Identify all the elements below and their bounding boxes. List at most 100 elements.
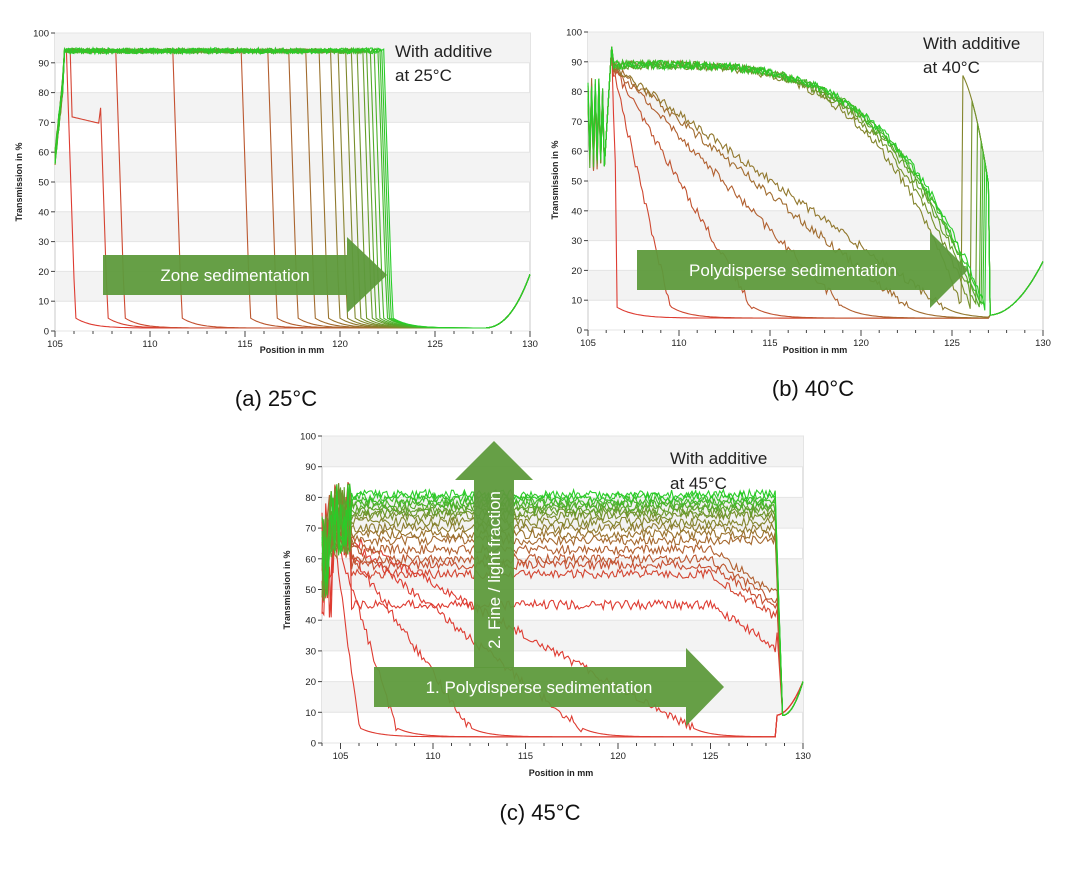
y-tick-label: 70	[38, 118, 49, 129]
grid-band	[55, 92, 530, 123]
y-tick-label: 20	[571, 266, 582, 277]
y-tick-label: 40	[305, 616, 316, 627]
x-tick-label: 120	[332, 339, 348, 350]
transmission-curve	[321, 487, 804, 717]
x-tick-label: 125	[944, 338, 960, 349]
y-tick-label: 10	[571, 296, 582, 307]
y-tick-label: 60	[571, 147, 582, 158]
y-tick-label: 100	[566, 28, 582, 39]
x-tick-label: 110	[671, 338, 686, 349]
transmission-curve	[321, 483, 804, 717]
transmission-curve	[321, 512, 804, 738]
transmission-curve	[321, 483, 804, 717]
transmission-curve	[321, 484, 804, 717]
transmission-curve	[321, 483, 804, 717]
grid-band	[322, 436, 803, 467]
polydisperse-sedimentation-arrow	[637, 232, 968, 308]
x-axis-label: Position in mm	[783, 345, 848, 355]
grid-band	[588, 91, 1043, 122]
fine-light-fraction-arrow-label: 2. Fine / light fraction	[485, 491, 504, 649]
y-tick-label: 80	[305, 493, 316, 504]
y-tick-label: 30	[38, 237, 49, 248]
transmission-curve	[587, 46, 1044, 316]
y-tick-label: 100	[33, 29, 49, 40]
y-tick-label: 20	[305, 677, 316, 688]
x-tick-label: 105	[333, 751, 349, 762]
y-tick-label: 40	[38, 207, 49, 218]
y-tick-label: 50	[571, 177, 582, 188]
x-tick-label: 125	[427, 339, 443, 350]
y-tick-label: 80	[571, 87, 582, 98]
y-tick-label: 50	[305, 585, 316, 596]
y-tick-label: 0	[44, 327, 49, 338]
x-tick-label: 110	[142, 339, 157, 350]
transmission-curve	[321, 487, 804, 717]
y-tick-label: 0	[311, 739, 316, 750]
y-tick-label: 30	[571, 236, 582, 247]
x-tick-label: 120	[853, 338, 869, 349]
annotation-line-1: With additive	[395, 42, 492, 61]
polydisperse-sedimentation-arrow-label: 1. Polydisperse sedimentation	[426, 678, 653, 697]
transmission-curve	[321, 494, 804, 717]
x-tick-label: 110	[425, 751, 440, 762]
y-tick-label: 60	[305, 554, 316, 565]
transmission-curve	[321, 481, 804, 717]
grid-band	[588, 32, 1043, 62]
y-tick-label: 80	[38, 88, 49, 99]
polydisperse-sedimentation-arrow	[374, 648, 724, 726]
zone-sedimentation-arrow-label: Zone sedimentation	[160, 266, 309, 285]
annotation-line-1: With additive	[923, 34, 1020, 53]
x-tick-label: 105	[580, 338, 596, 349]
y-tick-label: 90	[305, 462, 316, 473]
y-tick-label: 30	[305, 646, 316, 657]
y-tick-label: 90	[38, 58, 49, 69]
x-tick-label: 125	[703, 751, 719, 762]
y-tick-label: 10	[38, 297, 49, 308]
grid-band	[322, 620, 803, 651]
zone-sedimentation-arrow	[103, 237, 387, 313]
caption-c: (c) 45°C	[500, 800, 581, 825]
y-tick-label: 70	[305, 524, 316, 535]
grid-band	[55, 211, 530, 242]
y-axis-label: Transmission in %	[282, 550, 292, 629]
transmission-curve	[321, 484, 804, 717]
x-tick-label: 105	[47, 339, 63, 350]
y-tick-label: 0	[577, 326, 582, 337]
y-tick-label: 90	[571, 57, 582, 68]
panel-a-chart: 0 10 20 30 40 50 60 70 80 90 100 105 110 115 120 125 13…	[14, 29, 538, 412]
x-axis-label: Position in mm	[529, 768, 594, 778]
x-tick-label: 130	[795, 751, 811, 762]
panel-c-chart: 0 10 20 30 40 50 60 70 80 90 100 105 110 115 120 125 13…	[282, 432, 811, 826]
y-tick-label: 20	[38, 267, 49, 278]
x-tick-label: 115	[762, 338, 777, 349]
y-axis-label: Transmission in %	[550, 140, 560, 219]
transmission-curve	[321, 484, 804, 717]
transmission-curve	[321, 485, 804, 717]
y-tick-label: 40	[571, 206, 582, 217]
transmission-curve	[321, 501, 804, 717]
x-tick-label: 120	[610, 751, 626, 762]
fine-light-fraction-arrow	[455, 441, 533, 668]
annotation-line-2: at 25°C	[395, 66, 452, 85]
x-tick-label: 115	[518, 751, 533, 762]
panel-b-chart: 0 10 20 30 40 50 60 70 80 90 100 105 110 115 120 125 13…	[550, 28, 1051, 402]
y-tick-label: 10	[305, 708, 316, 719]
y-axis-label: Transmission in %	[14, 142, 24, 221]
transmission-curve	[54, 46, 531, 329]
annotation-line-2: at 45°C	[670, 474, 727, 493]
transmission-curve	[587, 46, 1044, 319]
x-tick-label: 130	[1035, 338, 1051, 349]
polydisperse-sedimentation-arrow-label: Polydisperse sedimentation	[689, 261, 897, 280]
y-tick-label: 100	[300, 432, 316, 443]
x-axis-label: Position in mm	[260, 345, 325, 355]
transmission-curve	[321, 489, 804, 717]
grid-band	[55, 33, 530, 63]
x-tick-label: 130	[522, 339, 538, 350]
y-tick-label: 60	[38, 148, 49, 159]
caption-b: (b) 40°C	[772, 376, 854, 401]
transmission-curve	[321, 488, 804, 717]
x-tick-label: 115	[237, 339, 252, 350]
caption-a: (a) 25°C	[235, 386, 317, 411]
y-tick-label: 50	[38, 178, 49, 189]
